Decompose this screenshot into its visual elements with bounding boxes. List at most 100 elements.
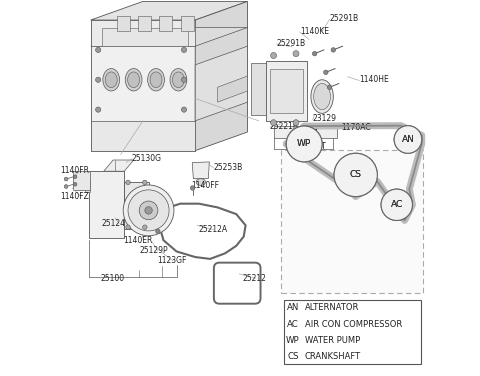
Polygon shape: [192, 162, 209, 179]
Text: 25253B: 25253B: [214, 163, 243, 172]
Circle shape: [334, 153, 377, 197]
Circle shape: [181, 107, 187, 112]
Polygon shape: [91, 121, 195, 151]
Polygon shape: [91, 20, 195, 46]
Text: WATER PUMP: WATER PUMP: [305, 336, 360, 344]
Circle shape: [145, 207, 152, 214]
Text: 1140FZ: 1140FZ: [60, 192, 89, 201]
Text: AC: AC: [287, 320, 299, 329]
Text: WP: WP: [297, 139, 312, 149]
Ellipse shape: [150, 72, 162, 88]
Polygon shape: [195, 2, 248, 151]
Circle shape: [334, 153, 377, 197]
Text: 25100: 25100: [100, 274, 124, 283]
Circle shape: [181, 47, 187, 53]
Polygon shape: [73, 171, 90, 190]
Polygon shape: [274, 126, 337, 138]
Text: 25221B: 25221B: [270, 122, 299, 131]
Text: 1140FR: 1140FR: [60, 165, 89, 174]
Circle shape: [73, 175, 77, 179]
Polygon shape: [124, 182, 149, 229]
Circle shape: [286, 126, 322, 162]
Polygon shape: [91, 20, 195, 151]
Circle shape: [293, 51, 299, 57]
Polygon shape: [102, 27, 188, 46]
Ellipse shape: [148, 68, 165, 91]
Text: 1140HE: 1140HE: [360, 75, 389, 84]
Text: 25291B: 25291B: [276, 39, 306, 48]
Circle shape: [331, 48, 336, 52]
Circle shape: [293, 120, 299, 126]
Text: 25212: 25212: [243, 274, 267, 283]
Polygon shape: [195, 46, 248, 121]
Text: 25129P: 25129P: [140, 246, 168, 255]
Text: AC: AC: [391, 200, 403, 209]
Circle shape: [123, 185, 174, 236]
Circle shape: [64, 177, 68, 181]
Polygon shape: [91, 27, 248, 46]
Text: 1140KE: 1140KE: [300, 27, 329, 36]
Ellipse shape: [125, 68, 142, 91]
Bar: [117, 16, 130, 31]
Polygon shape: [266, 61, 307, 121]
Circle shape: [126, 225, 130, 229]
Text: CS: CS: [350, 170, 362, 179]
Polygon shape: [85, 180, 90, 192]
Polygon shape: [270, 68, 303, 113]
Polygon shape: [91, 2, 248, 20]
Circle shape: [327, 85, 332, 89]
Text: 1140ER: 1140ER: [123, 237, 153, 246]
Text: AC: AC: [391, 200, 403, 209]
Text: 23129: 23129: [313, 114, 337, 123]
Circle shape: [156, 229, 160, 233]
Circle shape: [312, 52, 317, 56]
Text: CS: CS: [287, 352, 299, 361]
Circle shape: [128, 190, 169, 231]
Text: AN: AN: [401, 135, 414, 144]
Text: AN: AN: [287, 303, 299, 312]
Circle shape: [381, 189, 412, 220]
Circle shape: [139, 201, 158, 220]
Circle shape: [96, 47, 101, 53]
Ellipse shape: [128, 72, 140, 88]
Text: 25281: 25281: [295, 129, 319, 138]
Circle shape: [126, 180, 130, 185]
Polygon shape: [104, 160, 133, 171]
Circle shape: [181, 77, 187, 82]
Circle shape: [381, 189, 412, 220]
Circle shape: [271, 120, 276, 126]
Polygon shape: [251, 63, 266, 115]
Text: WP: WP: [286, 336, 300, 344]
Text: 25280T: 25280T: [298, 142, 326, 151]
Circle shape: [64, 185, 68, 188]
Text: CS: CS: [350, 170, 362, 179]
Text: 25212A: 25212A: [199, 225, 228, 234]
Bar: [180, 16, 194, 31]
Circle shape: [143, 180, 147, 185]
Ellipse shape: [196, 179, 205, 185]
Text: 1140FF: 1140FF: [192, 180, 219, 190]
Text: ALTERNATOR: ALTERNATOR: [305, 303, 360, 312]
Bar: [138, 16, 151, 31]
Text: 25291B: 25291B: [330, 14, 359, 23]
Polygon shape: [89, 171, 124, 238]
Circle shape: [394, 126, 422, 153]
Circle shape: [191, 186, 195, 190]
Ellipse shape: [172, 72, 184, 88]
Text: WP: WP: [297, 139, 312, 149]
Text: 25130G: 25130G: [132, 154, 162, 163]
Polygon shape: [217, 76, 248, 102]
Ellipse shape: [311, 80, 333, 113]
Text: CRANKSHAFT: CRANKSHAFT: [305, 352, 361, 361]
Ellipse shape: [103, 68, 120, 91]
Circle shape: [394, 126, 422, 153]
Circle shape: [286, 126, 322, 162]
Text: 1123GF: 1123GF: [157, 256, 187, 265]
Circle shape: [271, 53, 276, 59]
Ellipse shape: [170, 68, 187, 91]
Bar: [159, 16, 172, 31]
Ellipse shape: [314, 83, 331, 110]
Circle shape: [96, 107, 101, 112]
Bar: [284, 300, 421, 364]
Circle shape: [96, 77, 101, 82]
